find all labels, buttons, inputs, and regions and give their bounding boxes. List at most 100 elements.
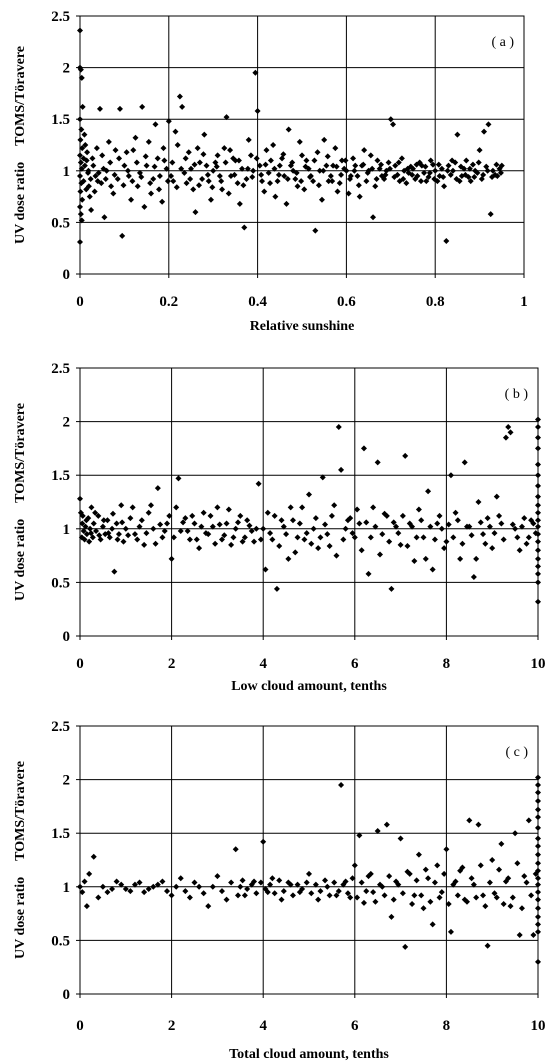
y-tick-label: 1 <box>63 522 71 538</box>
data-point <box>80 155 87 162</box>
data-point <box>262 566 269 573</box>
y-tick-label: 0 <box>63 629 71 645</box>
y-tick-label: 1.5 <box>51 468 70 484</box>
data-point <box>434 520 441 527</box>
data-point <box>104 517 111 524</box>
data-point <box>395 159 402 166</box>
data-point <box>164 888 171 895</box>
data-point <box>235 519 242 526</box>
data-point <box>374 828 381 835</box>
data-point <box>425 488 432 495</box>
data-point <box>116 105 123 112</box>
data-point <box>131 531 138 538</box>
data-point <box>275 171 282 178</box>
data-point <box>228 541 235 548</box>
data-point <box>213 163 220 170</box>
data-point <box>398 155 405 162</box>
data-point <box>77 883 83 890</box>
data-point <box>182 155 189 162</box>
data-point <box>90 520 97 527</box>
data-point <box>262 161 269 168</box>
data-point <box>535 538 541 545</box>
data-point <box>231 171 238 178</box>
data-point <box>127 888 134 895</box>
data-point <box>200 890 207 897</box>
data-point <box>363 888 370 895</box>
data-point <box>466 817 473 824</box>
data-point <box>280 523 287 530</box>
data-point <box>243 176 250 183</box>
data-point <box>331 502 338 509</box>
data-point <box>447 472 454 479</box>
data-point <box>402 452 409 459</box>
data-point <box>535 921 541 928</box>
data-point <box>123 149 130 156</box>
data-point <box>449 167 456 174</box>
data-point <box>338 466 345 473</box>
x-tick-label: 8 <box>443 1018 451 1034</box>
data-point <box>253 525 260 532</box>
data-point <box>393 523 400 530</box>
data-point <box>218 536 225 543</box>
data-point <box>109 510 116 517</box>
data-point <box>493 493 500 500</box>
y-tick-label: 1 <box>63 880 71 896</box>
data-point <box>484 942 491 949</box>
data-point <box>367 870 374 877</box>
data-point <box>395 881 402 888</box>
data-point <box>500 900 507 907</box>
data-point <box>441 183 448 190</box>
data-point <box>285 126 292 133</box>
data-point <box>111 568 118 575</box>
data-point <box>186 536 193 543</box>
x-tick-label: 0 <box>76 294 84 310</box>
data-point <box>107 159 114 166</box>
data-point <box>130 147 137 154</box>
data-point <box>356 193 363 200</box>
data-point <box>298 178 305 185</box>
data-point <box>367 152 374 159</box>
data-point <box>436 894 443 901</box>
data-point <box>222 159 229 166</box>
data-point <box>136 523 143 530</box>
data-point <box>212 540 219 547</box>
data-point <box>175 475 182 482</box>
data-point <box>444 167 451 174</box>
panel-annotation: ( b ) <box>505 387 529 402</box>
data-point <box>134 536 141 543</box>
data-point <box>315 896 322 903</box>
data-point <box>88 504 95 511</box>
data-point <box>475 159 482 166</box>
data-point <box>303 157 310 164</box>
data-point <box>342 157 349 164</box>
data-point <box>100 517 107 524</box>
data-point <box>388 913 395 920</box>
data-point <box>86 538 93 545</box>
data-point <box>418 892 425 899</box>
data-point <box>150 525 157 532</box>
data-point <box>358 547 365 554</box>
data-point <box>340 881 347 888</box>
data-point <box>248 881 255 888</box>
data-point <box>102 176 109 183</box>
data-point <box>418 517 425 524</box>
data-point <box>205 178 212 185</box>
data-point <box>535 774 541 781</box>
data-point <box>327 172 334 179</box>
data-point <box>352 162 359 169</box>
data-point <box>191 520 198 527</box>
data-point <box>204 171 211 178</box>
data-point <box>422 555 429 562</box>
data-point <box>535 416 541 423</box>
data-point <box>77 239 83 246</box>
data-point <box>370 504 377 511</box>
data-point <box>459 540 466 547</box>
data-point <box>376 881 383 888</box>
data-point <box>477 519 484 526</box>
data-point <box>142 153 149 160</box>
data-point <box>535 579 541 586</box>
data-point <box>285 555 292 562</box>
data-point <box>218 888 225 895</box>
data-point <box>108 183 115 190</box>
data-point <box>535 835 541 842</box>
